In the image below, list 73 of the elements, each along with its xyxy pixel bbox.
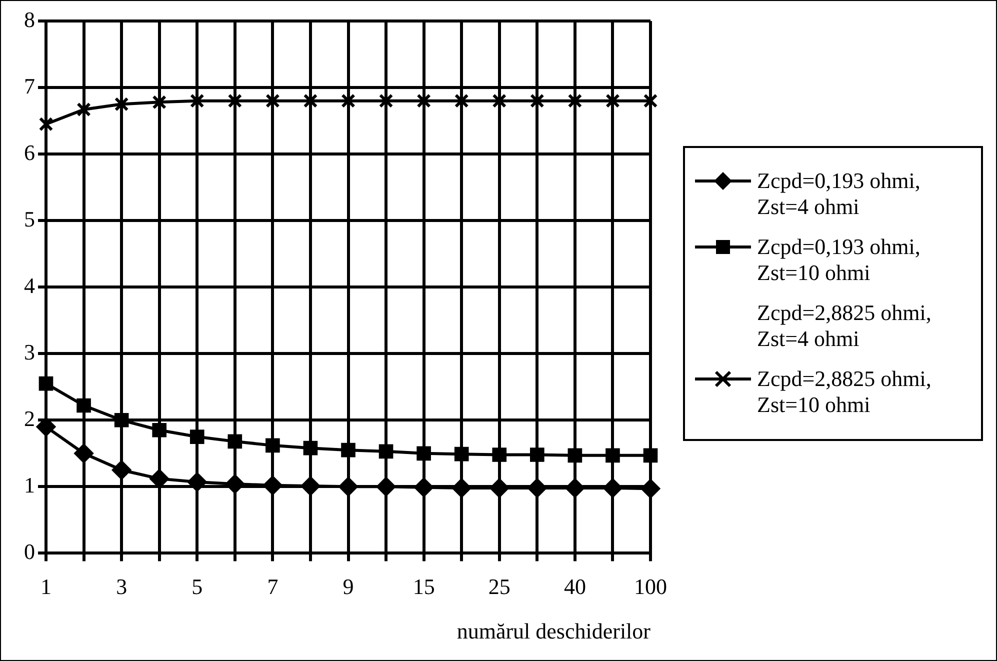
point <box>38 376 54 391</box>
y-tick-label: 2 <box>24 406 35 431</box>
point <box>416 94 431 108</box>
point <box>228 94 242 108</box>
y-tick-label: 8 <box>24 6 35 32</box>
x-axis-title: numărul deschiderilor <box>456 618 652 644</box>
point <box>341 442 356 458</box>
point <box>643 448 658 463</box>
y-tick-label: 0 <box>24 538 35 564</box>
y-tick-label: 5 <box>24 206 35 232</box>
point <box>76 102 91 117</box>
point <box>225 474 244 494</box>
point <box>492 448 507 462</box>
x-tick-label: 5 <box>192 574 203 600</box>
point <box>338 477 358 496</box>
x-tick-label: 3 <box>116 574 128 600</box>
point <box>565 478 584 498</box>
x-tick-label: 1 <box>40 574 52 600</box>
x-tick-label: 25 <box>488 574 510 600</box>
y-tick-label: 7 <box>24 73 35 98</box>
point <box>492 94 507 108</box>
text: Zcpd=2,8825 ohmi, Zst=4 ohmi <box>757 300 932 352</box>
point <box>454 446 469 462</box>
point <box>36 417 56 436</box>
point <box>263 476 282 495</box>
point <box>114 412 129 428</box>
point <box>416 446 431 461</box>
point <box>303 94 318 108</box>
x-tick-label: 40 <box>564 574 586 600</box>
y-tick-label: 3 <box>24 339 35 364</box>
point <box>378 94 394 108</box>
point <box>530 94 544 108</box>
point <box>114 97 129 112</box>
point <box>568 94 582 108</box>
x-tick-label: 100 <box>634 574 667 600</box>
point <box>190 94 204 108</box>
legend-label: Zcpd=2,8825 ohmi, Zst=10 ohmi <box>757 366 932 418</box>
point <box>606 448 620 463</box>
point <box>378 444 394 459</box>
point <box>641 479 660 498</box>
point <box>300 476 320 496</box>
point <box>530 448 544 462</box>
point <box>112 460 132 480</box>
x-tick-label: 15 <box>412 574 435 600</box>
point <box>528 478 547 498</box>
legend-label: Zcpd=0,193 ohmi, Zst=4 ohmi <box>757 168 922 220</box>
point <box>266 438 280 453</box>
point <box>490 478 509 498</box>
point <box>152 95 166 110</box>
point <box>643 94 658 108</box>
point <box>38 116 54 132</box>
y-tick-label: 6 <box>24 140 35 165</box>
point <box>454 94 469 108</box>
x-tick-label: 9 <box>342 574 354 600</box>
point <box>190 430 204 444</box>
point <box>152 422 166 438</box>
point <box>606 94 620 108</box>
legend-label: Zcpd=0,193 ohmi, Zst=10 ohmi <box>757 234 922 286</box>
point <box>414 478 434 497</box>
y-tick-label: 1 <box>24 472 35 498</box>
point <box>303 440 318 456</box>
point <box>228 434 242 449</box>
point <box>568 448 582 463</box>
point <box>376 477 396 496</box>
point <box>603 478 622 498</box>
point <box>188 472 207 492</box>
point <box>76 398 91 413</box>
point <box>266 94 280 108</box>
point <box>341 94 356 108</box>
x-tick-label: 7 <box>267 574 278 600</box>
y-tick-label: 4 <box>24 272 35 298</box>
point <box>74 444 94 463</box>
point <box>452 478 472 498</box>
